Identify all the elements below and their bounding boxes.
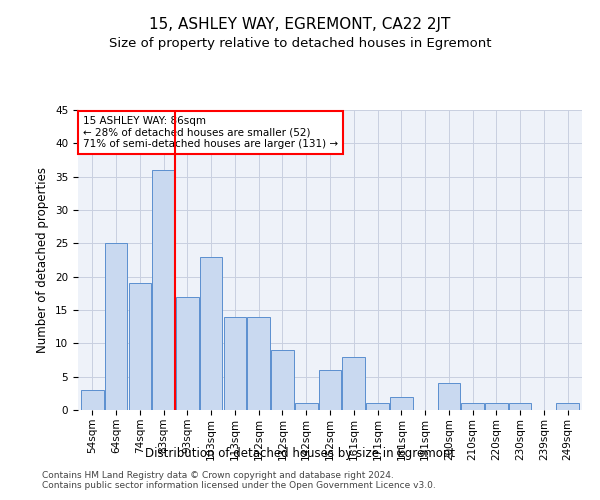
Bar	[152, 170, 175, 410]
Bar	[224, 316, 246, 410]
Text: 15, ASHLEY WAY, EGREMONT, CA22 2JT: 15, ASHLEY WAY, EGREMONT, CA22 2JT	[149, 18, 451, 32]
Bar	[461, 404, 484, 410]
Bar	[437, 384, 460, 410]
Y-axis label: Number of detached properties: Number of detached properties	[37, 167, 49, 353]
Bar	[105, 244, 127, 410]
Bar	[176, 296, 199, 410]
Bar	[390, 396, 413, 410]
Text: Size of property relative to detached houses in Egremont: Size of property relative to detached ho…	[109, 38, 491, 51]
Bar	[81, 390, 104, 410]
Bar	[271, 350, 294, 410]
Bar	[556, 404, 579, 410]
Bar	[200, 256, 223, 410]
Bar	[366, 404, 389, 410]
Text: 15 ASHLEY WAY: 86sqm
← 28% of detached houses are smaller (52)
71% of semi-detac: 15 ASHLEY WAY: 86sqm ← 28% of detached h…	[83, 116, 338, 149]
Text: Contains HM Land Registry data © Crown copyright and database right 2024.
Contai: Contains HM Land Registry data © Crown c…	[42, 470, 436, 490]
Bar	[343, 356, 365, 410]
Bar	[247, 316, 270, 410]
Bar	[509, 404, 532, 410]
Bar	[128, 284, 151, 410]
Text: Distribution of detached houses by size in Egremont: Distribution of detached houses by size …	[145, 448, 455, 460]
Bar	[485, 404, 508, 410]
Bar	[319, 370, 341, 410]
Bar	[295, 404, 317, 410]
